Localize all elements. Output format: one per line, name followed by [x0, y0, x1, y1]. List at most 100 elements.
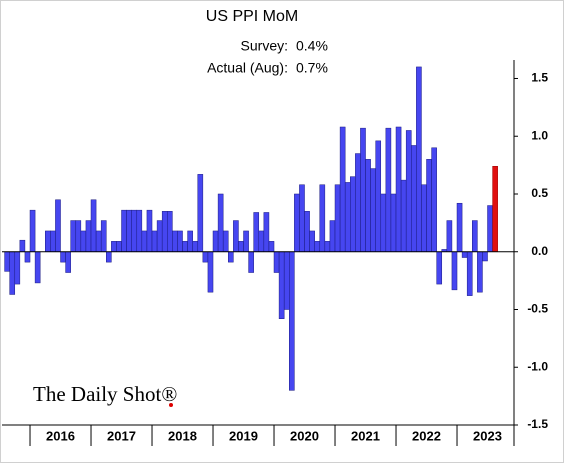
- bar: [451, 251, 458, 291]
- bar: [421, 184, 427, 252]
- bar: [34, 251, 41, 284]
- watermark-dot: [169, 403, 173, 407]
- bar: [126, 209, 132, 252]
- bar: [426, 159, 432, 252]
- bar: [278, 251, 285, 319]
- bar: [131, 209, 138, 252]
- bar: [466, 251, 473, 296]
- bar: [111, 241, 117, 252]
- bar: [55, 199, 61, 252]
- bar: [151, 230, 158, 252]
- bar: [80, 230, 87, 252]
- bar: [19, 239, 26, 252]
- y-tick-label: -1.5: [527, 417, 548, 431]
- x-tick-label: 2018: [168, 428, 197, 443]
- bar: [146, 209, 153, 252]
- bar: [360, 127, 366, 252]
- annotation-value: 0.4%: [296, 38, 328, 54]
- bar: [243, 230, 249, 252]
- bar: [172, 230, 178, 252]
- bar: [187, 230, 193, 252]
- bar: [161, 211, 168, 252]
- bar: [60, 251, 66, 263]
- bar: [487, 205, 493, 252]
- y-tick-label: 1.0: [531, 128, 548, 142]
- bar: [45, 230, 51, 252]
- bar: [477, 251, 483, 293]
- bar: [136, 209, 143, 252]
- bar: [268, 241, 275, 252]
- bar: [446, 220, 453, 252]
- y-tick-label: -1.0: [527, 359, 548, 373]
- bar: [436, 251, 443, 285]
- bar: [314, 241, 321, 252]
- bar: [329, 220, 336, 252]
- bar: [431, 147, 437, 252]
- bar: [304, 211, 310, 252]
- bar: [9, 251, 16, 295]
- bar: [263, 212, 270, 252]
- bar: [248, 251, 254, 273]
- bar: [482, 251, 488, 262]
- bar: [217, 193, 224, 252]
- bar: [228, 251, 234, 263]
- bar: [344, 182, 351, 252]
- annotation-label: Actual (Aug):: [207, 60, 288, 76]
- bar: [141, 230, 148, 252]
- bar: [50, 230, 56, 252]
- bar: [400, 179, 407, 252]
- bar: [197, 174, 204, 252]
- bar: [324, 241, 331, 252]
- bar: [85, 220, 92, 252]
- bar: [182, 241, 188, 252]
- bar: [207, 251, 214, 293]
- bar: [411, 145, 417, 252]
- bar: [299, 184, 305, 252]
- bar: [294, 193, 300, 252]
- x-tick-label: 2017: [107, 428, 136, 443]
- bar: [100, 220, 107, 252]
- x-tick-label: 2016: [46, 428, 75, 443]
- bar: [177, 230, 183, 252]
- bar: [233, 220, 239, 252]
- bar: [202, 251, 209, 263]
- watermark: The Daily Shot®: [33, 382, 177, 406]
- bar: [192, 241, 199, 252]
- bar: [350, 176, 356, 252]
- bar: [24, 251, 31, 263]
- bar: [116, 241, 122, 252]
- bar: [461, 251, 468, 258]
- bar: [289, 251, 295, 391]
- x-tick-label: 2022: [412, 428, 441, 443]
- bar: [90, 199, 97, 252]
- bar: [380, 193, 387, 252]
- chart-title: US PPI MoM: [206, 8, 298, 25]
- bar: [29, 209, 36, 252]
- x-tick-label: 2019: [229, 428, 258, 443]
- y-tick-label: 0.0: [531, 244, 548, 258]
- bar: [156, 220, 163, 252]
- bar: [405, 130, 412, 252]
- bar: [167, 211, 173, 252]
- bar: [355, 153, 361, 252]
- bar: [75, 220, 82, 252]
- bar: [319, 184, 326, 252]
- bar: [370, 168, 376, 252]
- bar: [238, 241, 244, 252]
- bar: [14, 251, 21, 285]
- bar: [70, 220, 77, 252]
- bar: [95, 230, 102, 252]
- y-tick-label: -0.5: [527, 302, 548, 316]
- bar: [65, 251, 71, 273]
- annotation-value: 0.7%: [296, 60, 328, 76]
- bar: [309, 230, 315, 252]
- bar: [258, 230, 265, 252]
- bar: [283, 251, 290, 310]
- bar: [253, 212, 260, 252]
- bar: [121, 209, 127, 252]
- x-tick-label: 2020: [290, 428, 319, 443]
- bar: [416, 66, 422, 252]
- bar: [375, 140, 382, 252]
- bar: [334, 184, 341, 252]
- bar: [222, 230, 229, 252]
